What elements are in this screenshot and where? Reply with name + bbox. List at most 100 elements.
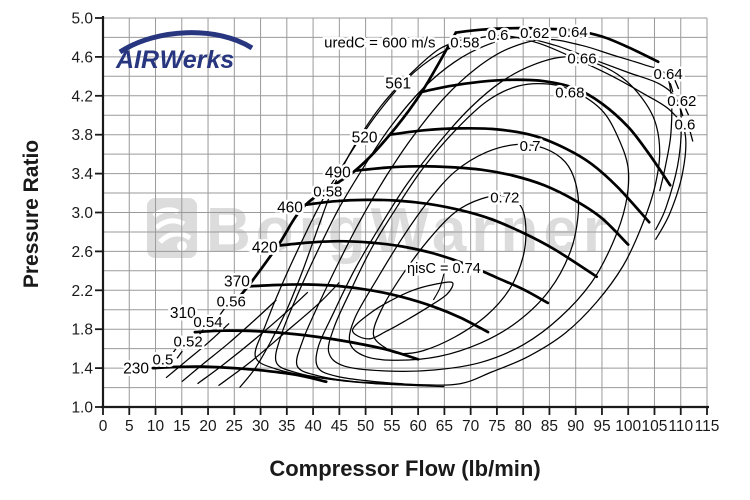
y-tick-label-4.6: 4.6	[71, 49, 93, 66]
x-tick-label-50: 50	[357, 418, 375, 435]
speed-line-420	[276, 239, 550, 305]
y-tick-label-1.4: 1.4	[71, 361, 93, 378]
x-tick-label-0: 0	[99, 418, 108, 435]
speed-line-520	[388, 126, 651, 224]
y-tick-label-3.0: 3.0	[71, 205, 93, 222]
speed-label-420: 420	[252, 240, 278, 257]
x-tick-label-60: 60	[410, 418, 428, 435]
efficiency-note: ηisC = 0.74	[407, 261, 481, 277]
airwerks-logo: AIRWerks	[112, 26, 262, 81]
efficiency-contour-0.66	[315, 56, 661, 386]
efficiency-label-0.7: 0.7	[520, 138, 541, 155]
x-tick-label-90: 90	[567, 418, 585, 435]
speed-units-note: uredC = 600 m/s	[324, 35, 435, 52]
x-tick-label-65: 65	[436, 418, 453, 435]
speed-line-460	[304, 198, 599, 279]
tick-labels: 0 5 10 15 20 25 30 35 40 45 50 55 60 65 70 75 80 85 90 95 10…	[71, 11, 719, 436]
y-tick-label-1.0: 1.0	[71, 400, 93, 417]
contour-label-dash	[689, 129, 694, 142]
efficiency-contour-0.7	[348, 143, 580, 361]
speed-line-561	[420, 78, 672, 187]
efficiency-label-0.58-2: 0.58	[450, 35, 479, 52]
contour-label-leader	[432, 273, 445, 301]
contour-label-dash	[172, 345, 179, 354]
efficiency-contour-0.54	[197, 291, 309, 385]
x-tick-label-95: 95	[593, 418, 610, 435]
speed-label-370: 370	[224, 274, 250, 291]
y-tick-label-3.4: 3.4	[71, 166, 93, 183]
airwerks-logo-air: AIR	[115, 46, 159, 74]
speed-label-230: 230	[123, 361, 149, 378]
contour-label-dash	[680, 109, 684, 117]
speed-label-460: 460	[277, 200, 303, 217]
contour-label-dash	[674, 79, 680, 90]
x-tick-label-10: 10	[147, 418, 165, 435]
efficiency-label-0.64: 0.64	[558, 24, 587, 41]
speed-lines	[151, 26, 672, 384]
y-axis-title: Pressure Ratio	[20, 139, 43, 289]
speed-line-600	[454, 26, 660, 64]
x-tick-label-105: 105	[642, 418, 668, 435]
x-tick-label-35: 35	[278, 418, 295, 435]
efficiency-label-0.62-2: 0.62	[667, 93, 696, 110]
axes	[95, 16, 709, 415]
contour-label-dash	[176, 350, 183, 359]
efficiency-contour-0.74	[351, 281, 454, 340]
x-tick-label-80: 80	[515, 418, 533, 435]
x-tick-label-55: 55	[383, 418, 400, 435]
efficiency-contour-0.64	[295, 38, 673, 388]
efficiency-contours	[165, 34, 694, 388]
x-tick-label-5: 5	[125, 418, 134, 435]
y-tick-label-1.8: 1.8	[71, 322, 93, 339]
y-tick-label-5.0: 5.0	[71, 11, 93, 28]
x-tick-label-70: 70	[462, 418, 480, 435]
x-axis-title: Compressor Flow (lb/min)	[269, 456, 541, 481]
speed-line-370	[246, 283, 490, 334]
y-tick-label-3.8: 3.8	[71, 127, 93, 144]
x-tick-label-20: 20	[199, 418, 217, 435]
speed-label-310: 310	[170, 305, 196, 322]
x-tick-label-45: 45	[331, 418, 348, 435]
efficiency-contour-0.68	[327, 82, 630, 373]
speed-line-310	[193, 329, 420, 361]
y-tick-label-2.6: 2.6	[71, 244, 93, 261]
efficiency-contour-0.72	[372, 194, 527, 355]
efficiency-label-0.72: 0.72	[490, 189, 519, 206]
efficiency-contour-0.52	[181, 299, 277, 383]
x-tick-label-30: 30	[252, 418, 270, 435]
speed-line-490	[353, 164, 630, 246]
speed-label-561: 561	[385, 76, 411, 93]
airwerks-swoosh	[118, 30, 254, 55]
contour-label-dash	[684, 108, 690, 116]
efficiency-label-0.5: 0.5	[152, 352, 173, 369]
x-tick-label-25: 25	[226, 418, 243, 435]
efficiency-contour-0.58	[239, 38, 464, 388]
efficiency-label-0.56: 0.56	[217, 293, 246, 310]
x-tick-label-75: 75	[488, 418, 505, 435]
surge-line	[228, 31, 458, 309]
efficiency-label-0.54: 0.54	[193, 314, 222, 331]
efficiency-contour-0.56	[218, 282, 340, 387]
efficiency-label-0.6-2: 0.6	[674, 116, 695, 133]
x-tick-label-40: 40	[304, 418, 322, 435]
efficiency-label-0.68: 0.68	[555, 84, 584, 101]
efficiency-label-0.64-2: 0.64	[653, 66, 682, 83]
efficiency-contour-0.62	[274, 36, 682, 387]
efficiency-label-0.6: 0.6	[488, 27, 509, 44]
airwerks-logo-werks: Werks	[160, 46, 235, 74]
x-tick-label-15: 15	[173, 418, 190, 435]
x-tick-label-110: 110	[668, 418, 693, 435]
y-tick-label-2.2: 2.2	[71, 283, 93, 300]
contour-label-dash	[219, 306, 226, 315]
x-tick-label-100: 100	[615, 418, 641, 435]
efficiency-label-0.58: 0.58	[313, 184, 342, 201]
efficiency-label-0.66: 0.66	[567, 50, 596, 67]
speed-label-490: 490	[325, 165, 351, 182]
efficiency-label-0.52: 0.52	[173, 333, 202, 350]
contour-label-dash	[669, 82, 674, 93]
y-tick-label-4.2: 4.2	[71, 88, 93, 105]
svg-text:AIRWerks: AIRWerks	[115, 46, 234, 74]
